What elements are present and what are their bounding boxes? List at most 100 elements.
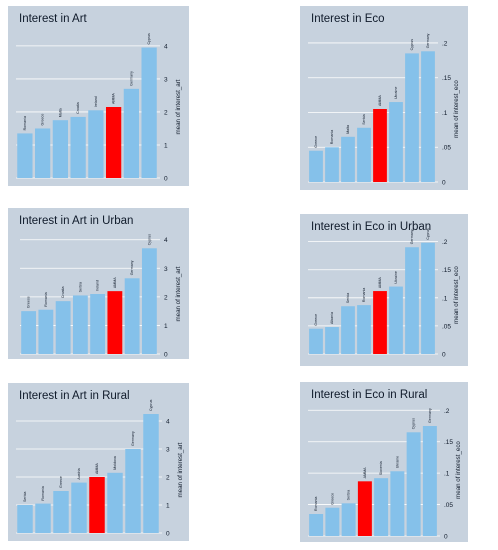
chart-svg: 0 1 2 3 4 Romania Greece Malta Croatia Ireland AMM… [16,33,182,183]
bar-category-label: Malta [346,125,350,134]
chart-panel-eco: 0 .05 .1 .15 .2 Greece Romania Malta Serbia AMMA U… [300,6,468,190]
y-tick-label: 0 [164,176,168,183]
chart-title: Interest in Eco in Urban [311,221,432,233]
bar [406,432,421,536]
y-tick-label: .15 [442,267,451,274]
bar [38,309,54,354]
bar-category-label: Moldova [113,456,117,470]
y-tick-label: .05 [442,323,451,330]
bar [325,147,339,182]
y-tick-label: 1 [166,503,170,510]
chart-panel-eco-urban: 0 .05 .1 .15 .2 Greece Albania Serbia Romania AMM… [300,214,468,366]
bar-category-label: Greece [27,296,31,308]
bar-category-label: Cyprus [147,234,151,246]
bar [17,133,33,178]
bar-category-label: Malta [58,108,62,117]
bar [107,472,123,533]
y-tick-label: 0 [442,352,446,359]
bar-category-label: AMMA [378,277,382,288]
bar-category-label: Croatia [76,102,80,114]
bar [71,482,87,533]
bar [72,295,88,354]
y-axis-title: mean of interest_art [175,266,182,321]
bar [373,109,387,182]
bar-category-label: AMMA [112,93,116,104]
bar-category-label: Germany [131,431,135,446]
bar [309,328,323,354]
bar [89,477,105,533]
bar-category-label: Cyprus [410,39,414,51]
bar-category-label: Croatia [61,287,65,299]
bar-category-label: Romania [314,497,318,511]
bar-category-label: Romania [330,130,334,144]
bar-category-label: Ukraine [394,87,398,99]
bar [357,127,371,182]
bar-category-label: AMMA [363,467,367,478]
bar [141,248,157,354]
bar-category-label: Germany [410,229,414,244]
bar [374,478,389,536]
y-axis-title: mean of interest_eco [455,441,462,499]
y-tick-label: .1 [442,295,448,302]
y-tick-label: .2 [442,40,448,47]
bar-category-label: AMMA [95,463,99,474]
bar [53,491,69,533]
bar-category-label: Cyprus [426,228,430,240]
y-tick-label: .1 [442,110,448,117]
bar-category-label: Serbia [23,492,27,502]
y-tick-label: .15 [442,75,451,82]
y-tick-label: 0 [444,534,448,541]
y-axis-title: mean of interest_art [177,442,184,497]
y-tick-label: .1 [444,471,450,478]
bar-category-label: AMMA [113,277,117,288]
bar-category-label: Romania [362,288,366,302]
bar [309,150,323,182]
y-tick-label: .05 [444,502,453,509]
y-tick-label: 4 [164,237,168,244]
y-tick-label: 0 [442,180,446,187]
bar-category-label: Romania [23,116,27,130]
bar [422,426,437,536]
y-tick-label: 4 [166,419,170,426]
y-axis-title: mean of interest_art [175,79,182,134]
bar-category-label: Ukraine [395,456,399,468]
bar-category-label: Greece [314,136,318,148]
bar-category-label: Serbia [78,282,82,292]
bar [405,247,419,354]
bar [405,53,419,182]
y-tick-label: .05 [442,145,451,152]
bar-category-label: Cyprus [149,399,153,411]
bar-category-label: Germany [130,260,134,275]
bar-category-label: Greece [59,476,63,488]
y-tick-label: 1 [164,142,168,149]
bar [421,51,435,182]
bar [124,278,140,354]
bar-category-label: Albania [330,312,334,324]
chart-title: Interest in Eco in Rural [311,389,428,401]
bar-category-label: AMMA [378,95,382,106]
bar [70,116,86,178]
bar [141,47,157,179]
y-tick-label: 2 [164,294,168,301]
bar-category-label: Germany [129,71,133,86]
bar-category-label: Romania [41,486,45,500]
chart-panel-eco-rural: 0 .05 .1 .15 .2 Romania Greece Serbia AMMA Sloven… [300,382,468,542]
bar-category-label: Ireland [94,96,98,107]
bar-category-label: Serbia [346,293,350,303]
y-tick-label: .2 [444,408,450,415]
bar-category-label: Germany [428,408,432,423]
bar [125,449,141,533]
bar [55,301,71,354]
bar [105,107,122,178]
y-tick-label: 3 [166,447,170,454]
y-tick-label: 2 [166,475,170,482]
y-tick-label: 0 [166,531,170,538]
bar [88,110,104,178]
chart-svg: 0 1 2 3 4 Greece Romania Croatia Serbia Ireland AM… [20,234,182,359]
chart-panel-art-rural: 0 1 2 3 4 Serbia Romania Greece Austria AMMA Moldo… [8,383,189,541]
bar-category-label: Austria [77,468,81,479]
bar-category-label: Ukraine [394,271,398,283]
bar [143,414,159,533]
y-tick-label: 3 [164,76,168,83]
bar [90,294,106,354]
